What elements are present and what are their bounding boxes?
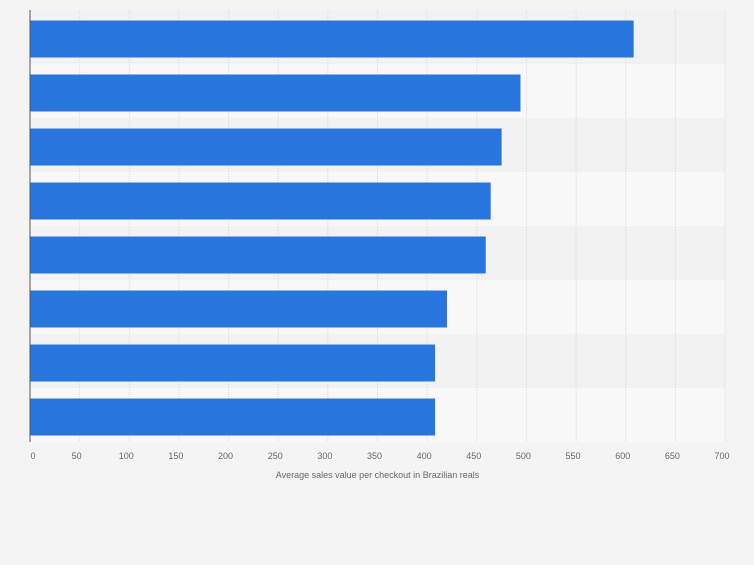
x-tick-label: 550 <box>566 451 581 461</box>
x-tick-label: 450 <box>466 451 481 461</box>
bar <box>30 128 502 166</box>
x-tick-label: 700 <box>714 451 729 461</box>
bar <box>30 236 486 274</box>
bar <box>30 398 436 436</box>
bar <box>30 344 436 382</box>
x-tick-label: 100 <box>119 451 134 461</box>
bars-group <box>30 20 634 436</box>
x-tick-label: 400 <box>417 451 432 461</box>
bar <box>30 182 491 220</box>
bar <box>30 74 521 112</box>
x-tick-label: 250 <box>268 451 283 461</box>
x-tick-label: 350 <box>367 451 382 461</box>
bar <box>30 20 634 58</box>
x-tick-label: 500 <box>516 451 531 461</box>
x-tick-label: 0 <box>30 451 35 461</box>
bar <box>30 290 447 328</box>
x-tick-label: 600 <box>615 451 630 461</box>
x-tick-label: 300 <box>317 451 332 461</box>
x-axis-ticks: 0 50 100 150 200 250 300 350 400 450 500 550 600 650 7… <box>30 451 729 461</box>
x-axis-label: Average sales value per checkout in Braz… <box>276 470 480 480</box>
x-tick-label: 50 <box>72 451 82 461</box>
x-tick-label: 200 <box>218 451 233 461</box>
x-tick-label: 650 <box>665 451 680 461</box>
x-tick-label: 150 <box>168 451 183 461</box>
